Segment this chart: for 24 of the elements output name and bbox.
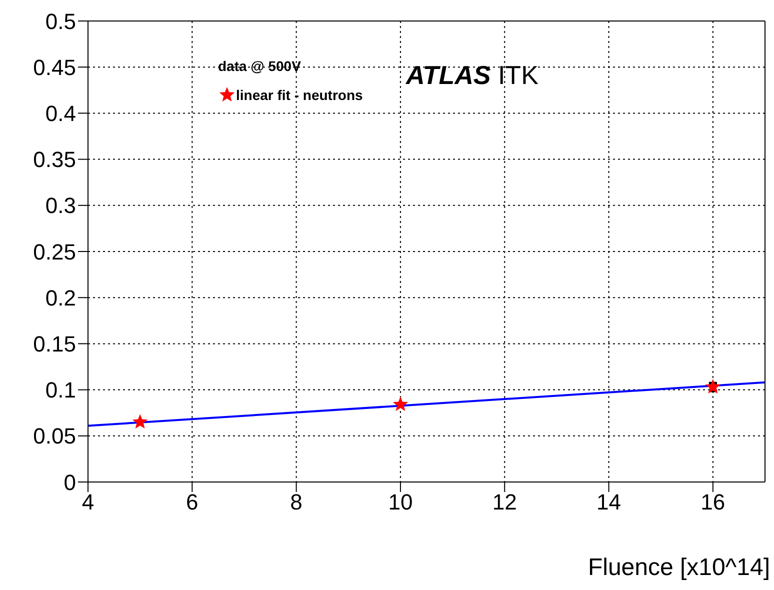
y-tick-label: 0.2: [45, 285, 76, 310]
legend-title: data @ 500V: [218, 58, 302, 74]
x-tick-label: 6: [186, 490, 198, 515]
y-tick-label: 0.3: [45, 193, 76, 218]
x-tick-label: 12: [492, 490, 517, 515]
y-tick-label: 0.5: [45, 8, 76, 34]
x-tick-label: 4: [82, 490, 94, 515]
y-tick-label: 0.1: [45, 378, 76, 403]
x-tick-label: 14: [596, 490, 622, 515]
y-tick-label: 0.05: [33, 424, 76, 449]
annotation: ATLAS ITK: [406, 60, 538, 90]
y-tick-label: 0.15: [33, 332, 76, 357]
y-tick-label: 0.35: [33, 147, 76, 172]
y-tick-label: 0.4: [45, 101, 76, 126]
y-tick-label: 0.25: [33, 239, 76, 264]
y-tick-label: 0: [64, 470, 76, 495]
point: [132, 414, 148, 429]
x-axis-title: Fluence [x10^14]: [588, 554, 770, 582]
point: [392, 396, 408, 412]
y-tick-label: 0.45: [33, 54, 76, 80]
x-tick-label: 10: [388, 490, 413, 515]
point: [705, 379, 721, 394]
x-tick-label: 8: [290, 490, 302, 515]
x-tick-label: 16: [700, 490, 726, 515]
